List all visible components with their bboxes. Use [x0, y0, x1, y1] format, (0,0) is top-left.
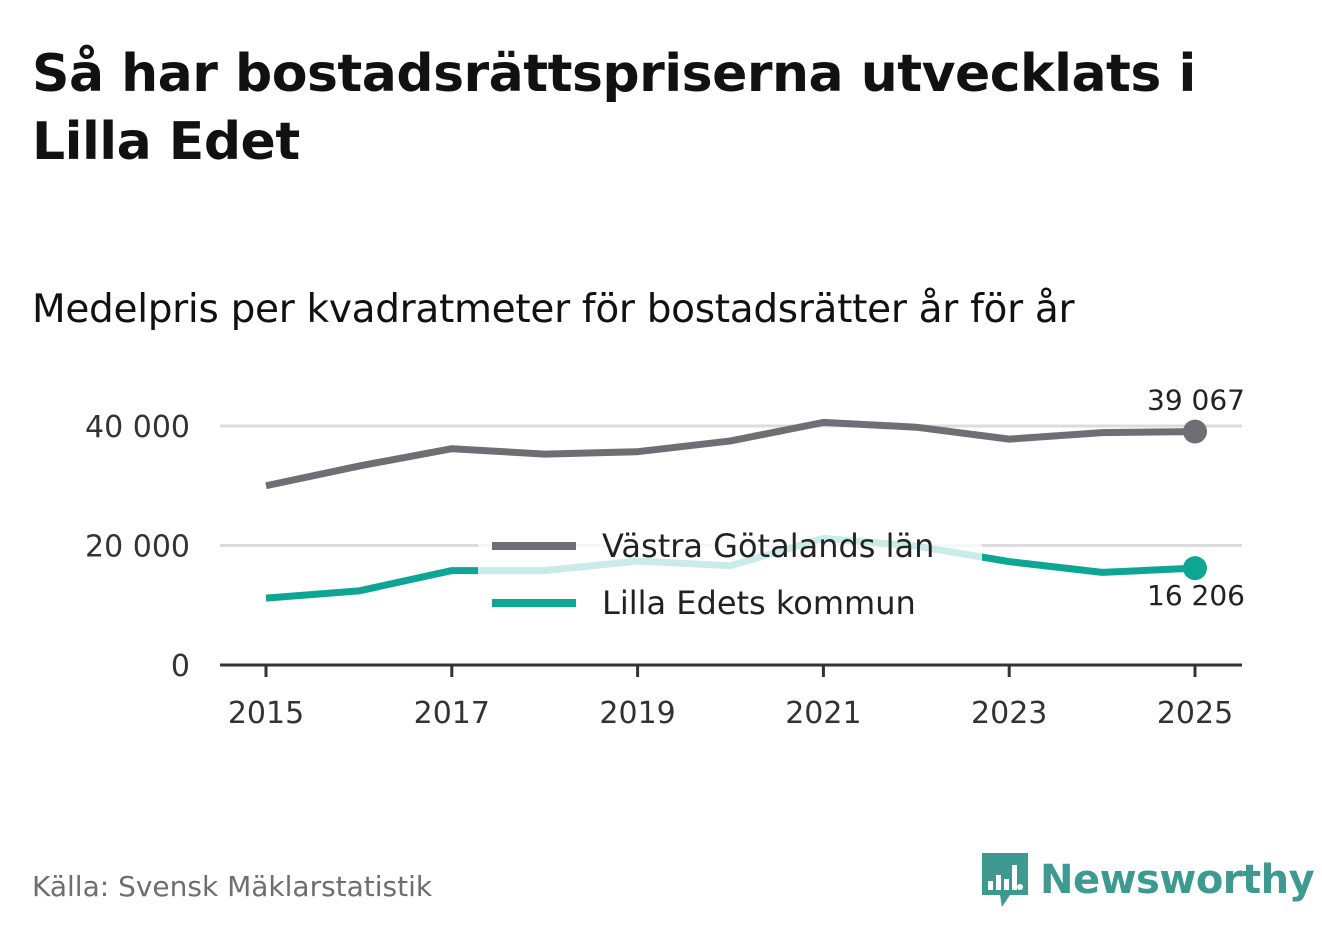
chart-title: Så har bostadsrättspriserna utvecklats i… — [32, 44, 1196, 172]
legend-label: Västra Götalands län — [602, 527, 934, 565]
brand-name: Newsworthy — [1040, 857, 1315, 903]
chart-subtitle: Medelpris per kvadratmeter för bostadsrä… — [32, 287, 1075, 332]
newsworthy-logo-icon — [982, 853, 1028, 907]
source-note: Källa: Svensk Mäklarstatistik — [32, 870, 433, 903]
x-tick-label: 2025 — [1157, 696, 1233, 731]
series-end-point — [1183, 419, 1207, 444]
legend-background — [478, 522, 982, 630]
x-tick-label: 2015 — [228, 696, 304, 731]
y-tick-label: 20 000 — [85, 530, 190, 565]
series-end-point — [1183, 556, 1207, 581]
axes: 0 20 000 40 000 2015 2017 2019 2021 2023 2025 — [85, 410, 1242, 731]
x-tick-label: 2023 — [971, 696, 1047, 731]
end-labels: 39 067 16 206 — [1147, 384, 1245, 613]
brand-logo: Newsworthy — [980, 850, 1315, 910]
end-value-label: 39 067 — [1147, 384, 1245, 417]
x-tick-label: 2017 — [414, 696, 490, 731]
y-tick-label: 40 000 — [85, 410, 190, 445]
legend-label: Lilla Edets kommun — [602, 584, 916, 622]
x-tick-label: 2019 — [599, 696, 675, 731]
series-line-0 — [265, 418, 1196, 490]
end-value-label: 16 206 — [1147, 579, 1245, 612]
y-tick-label: 0 — [171, 649, 190, 684]
legend: Västra Götalands län Lilla Edets kommun — [478, 522, 982, 630]
x-tick-label: 2021 — [785, 696, 861, 731]
